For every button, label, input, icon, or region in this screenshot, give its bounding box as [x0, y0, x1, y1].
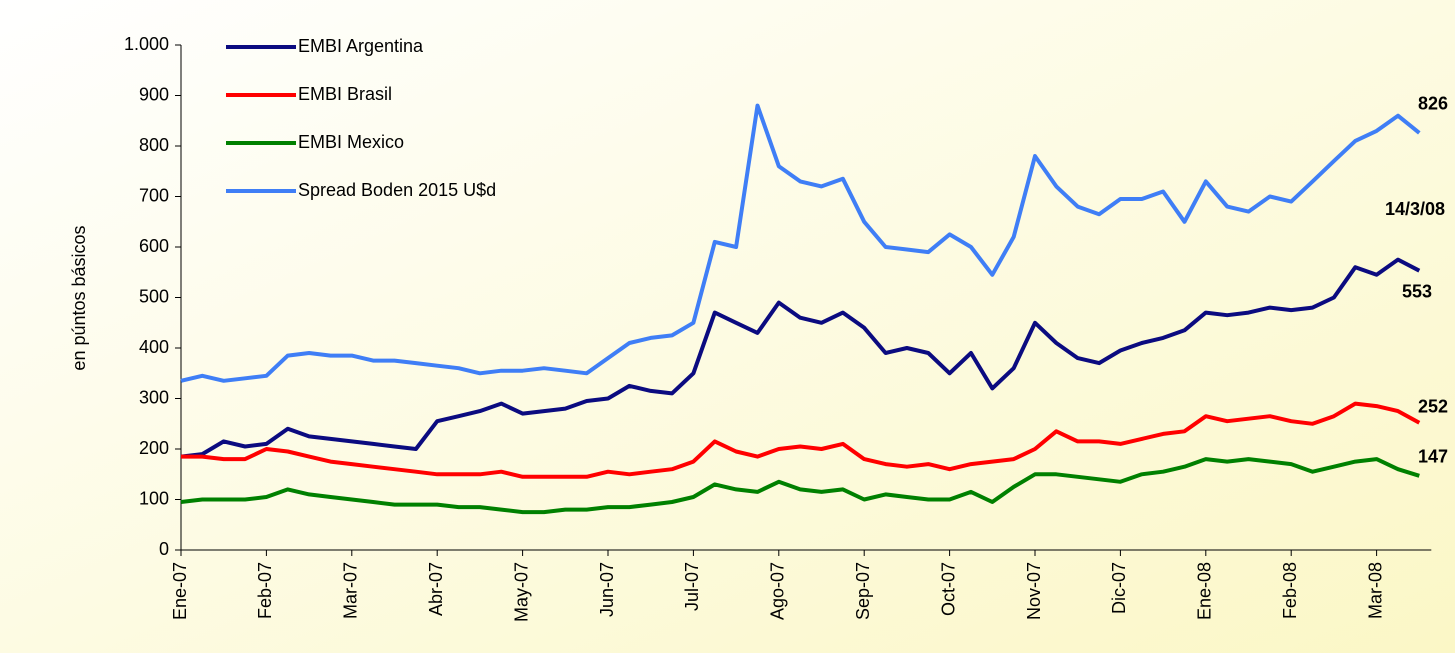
y-tick-label: 200 [139, 438, 169, 458]
y-tick-label: 300 [139, 387, 169, 407]
x-tick-label: Mar-08 [1365, 562, 1385, 619]
x-tick-label: Ene-08 [1195, 562, 1215, 620]
value-label: 147 [1418, 447, 1448, 467]
legend-label: EMBI Mexico [298, 132, 404, 152]
x-tick-label: Feb-08 [1280, 562, 1300, 619]
value-label: 553 [1402, 281, 1432, 301]
y-tick-label: 500 [139, 286, 169, 306]
y-tick-label: 800 [139, 135, 169, 155]
value-label: 252 [1418, 396, 1448, 416]
y-tick-label: 0 [159, 539, 169, 559]
y-tick-label: 900 [139, 84, 169, 104]
y-tick-label: 100 [139, 488, 169, 508]
legend-label: EMBI Brasil [298, 84, 392, 104]
y-tick-label: 400 [139, 337, 169, 357]
x-tick-label: Ene-07 [170, 562, 190, 620]
x-tick-label: Jun-07 [597, 562, 617, 617]
legend-label: Spread Boden 2015 U$d [298, 180, 496, 200]
series-line [180, 457, 1420, 515]
x-tick-label: Oct-07 [938, 562, 958, 616]
series-line [180, 257, 1421, 459]
y-tick-label: 1.000 [124, 34, 169, 54]
y-tick-label: 600 [139, 236, 169, 256]
y-axis-label: en púntos básicos [69, 225, 89, 370]
y-tick-label: 700 [139, 185, 169, 205]
x-tick-label: May-07 [511, 562, 531, 622]
x-tick-label: Nov-07 [1024, 562, 1044, 620]
series-line [180, 103, 1421, 383]
x-tick-label: Sep-07 [853, 562, 873, 620]
value-label: 826 [1418, 94, 1448, 114]
x-tick-label: Ago-07 [768, 562, 788, 620]
x-tick-label: Jul-07 [682, 562, 702, 611]
x-tick-label: Mar-07 [341, 562, 361, 619]
x-tick-label: Abr-07 [426, 562, 446, 616]
x-tick-label: Dic-07 [1109, 562, 1129, 614]
series-line [181, 401, 1421, 479]
x-tick-label: Feb-07 [255, 562, 275, 619]
annotation: 14/3/08 [1385, 199, 1445, 219]
legend-label: EMBI Argentina [298, 36, 424, 56]
